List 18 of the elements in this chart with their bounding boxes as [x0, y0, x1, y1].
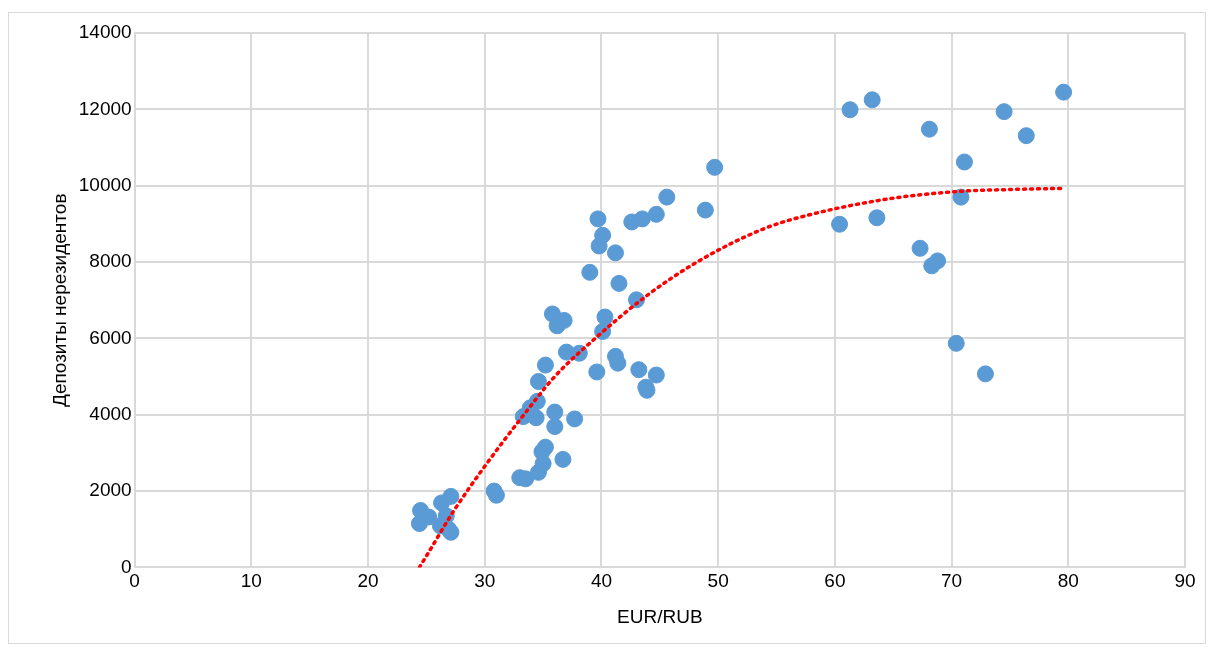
y-tick-label: 12000 — [78, 97, 132, 119]
x-axis-title: EUR/RUB — [617, 605, 703, 627]
y-tick-label: 2000 — [89, 479, 132, 501]
x-tick-label: 60 — [824, 570, 846, 592]
x-tick-label: 20 — [357, 570, 379, 592]
x-tick-label: 50 — [707, 570, 729, 592]
x-tick-label: 10 — [240, 570, 262, 592]
y-tick-label: 4000 — [89, 402, 132, 424]
x-tick-label: 90 — [1174, 570, 1196, 592]
y-tick-label: 6000 — [89, 326, 132, 348]
x-tick-label: 70 — [941, 570, 963, 592]
y-axis-title: Депозиты нерезидентов — [48, 193, 70, 407]
x-tick-label: 30 — [474, 570, 496, 592]
y-tick-label: 8000 — [89, 250, 132, 272]
x-tick-label: 80 — [1057, 570, 1079, 592]
y-tick-label: 10000 — [78, 173, 132, 195]
x-tick-label: 40 — [590, 570, 613, 592]
y-tick-label: 14000 — [78, 21, 132, 43]
